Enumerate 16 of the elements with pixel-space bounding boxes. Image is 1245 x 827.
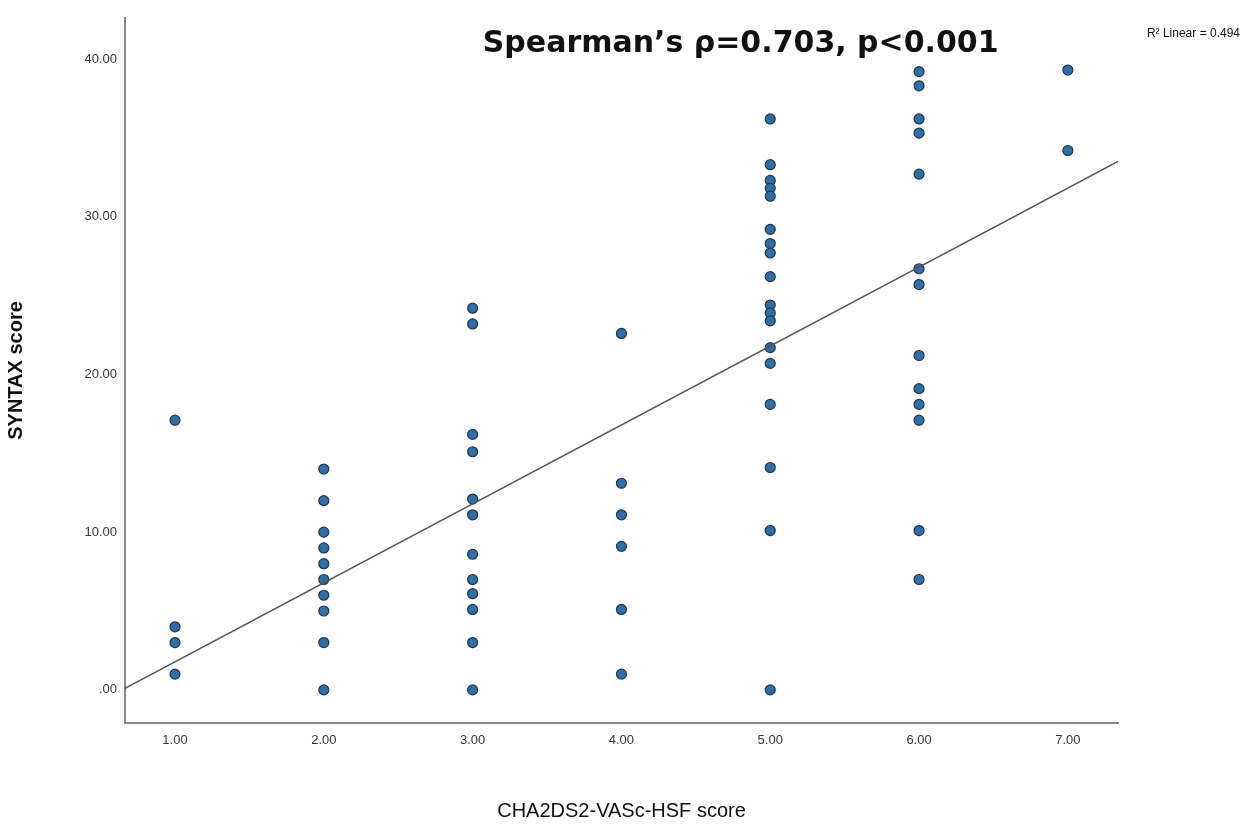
x-tick-label: 1.00 — [162, 732, 188, 748]
y-axis-title: SYNTAX score — [3, 301, 26, 440]
annotation: Spearman’s ρ=0.703, p<0.001 — [482, 23, 999, 59]
x-tick-label: 7.00 — [1055, 732, 1081, 748]
y-tick-label: 30.00 — [84, 208, 117, 224]
x-axis-title: CHA2DS2-VASc-HSF score — [497, 798, 746, 821]
x-tick-label: 4.00 — [608, 732, 635, 748]
y-tick-label: 40.00 — [84, 50, 117, 66]
x-tick-label: 2.00 — [311, 732, 337, 748]
x-tick-label: 5.00 — [757, 732, 783, 748]
y-tick-label: 10.00 — [84, 523, 117, 539]
x-tick-label: 3.00 — [459, 732, 486, 748]
text: R² Linear = 0.494 — [1146, 26, 1241, 41]
y-tick-label: 20.00 — [84, 366, 117, 382]
y-tick-label: .00 — [98, 681, 117, 697]
x-tick-label: 6.00 — [906, 732, 932, 748]
